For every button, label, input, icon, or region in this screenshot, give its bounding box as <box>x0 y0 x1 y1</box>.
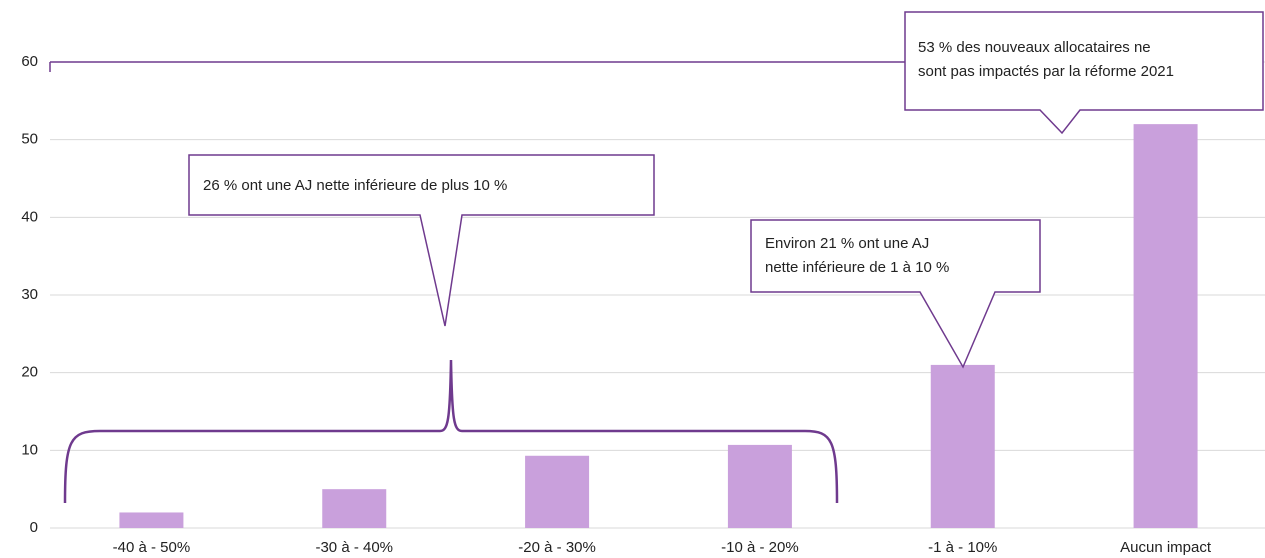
y-tick-label: 60 <box>21 53 38 70</box>
x-tick-label: -20 à - 30% <box>518 539 596 556</box>
x-tick-label: -1 à - 10% <box>928 539 997 556</box>
y-tick-label: 20 <box>21 364 38 381</box>
bar <box>119 512 184 528</box>
bar <box>727 444 792 528</box>
y-tick-label: 10 <box>21 441 38 458</box>
annotation-text: nette inférieure de 1 à 10 % <box>765 259 949 276</box>
annotation-text: sont pas impactés par la réforme 2021 <box>918 63 1174 80</box>
bar <box>525 455 590 528</box>
annotation-text: 53 % des nouveaux allocataires ne <box>918 39 1151 56</box>
x-tick-label: -40 à - 50% <box>113 539 191 556</box>
callout <box>188 154 655 327</box>
y-tick-label: 30 <box>21 286 38 303</box>
brace <box>63 359 839 504</box>
grid: 0 10 20 30 40 50 60 <box>21 53 1265 536</box>
y-tick-label: 0 <box>30 519 38 536</box>
bars <box>119 124 1198 528</box>
callout <box>750 219 1041 369</box>
callout <box>904 11 1264 135</box>
y-tick-label: 40 <box>21 208 38 225</box>
x-tick-label: Aucun impact <box>1120 539 1212 556</box>
x-tick-label: -30 à - 40% <box>315 539 393 556</box>
bar <box>322 489 387 528</box>
annotation-text: 26 % ont une AJ nette inférieure de plus… <box>203 177 507 194</box>
bar <box>1133 124 1198 528</box>
x-tick-label: -10 à - 20% <box>721 539 799 556</box>
annotations: 53 % des nouveaux allocataires ne sont pa… <box>203 39 1174 276</box>
annotation-text: Environ 21 % ont une AJ <box>765 235 929 252</box>
y-tick-label: 50 <box>21 131 38 148</box>
bar <box>930 364 995 528</box>
